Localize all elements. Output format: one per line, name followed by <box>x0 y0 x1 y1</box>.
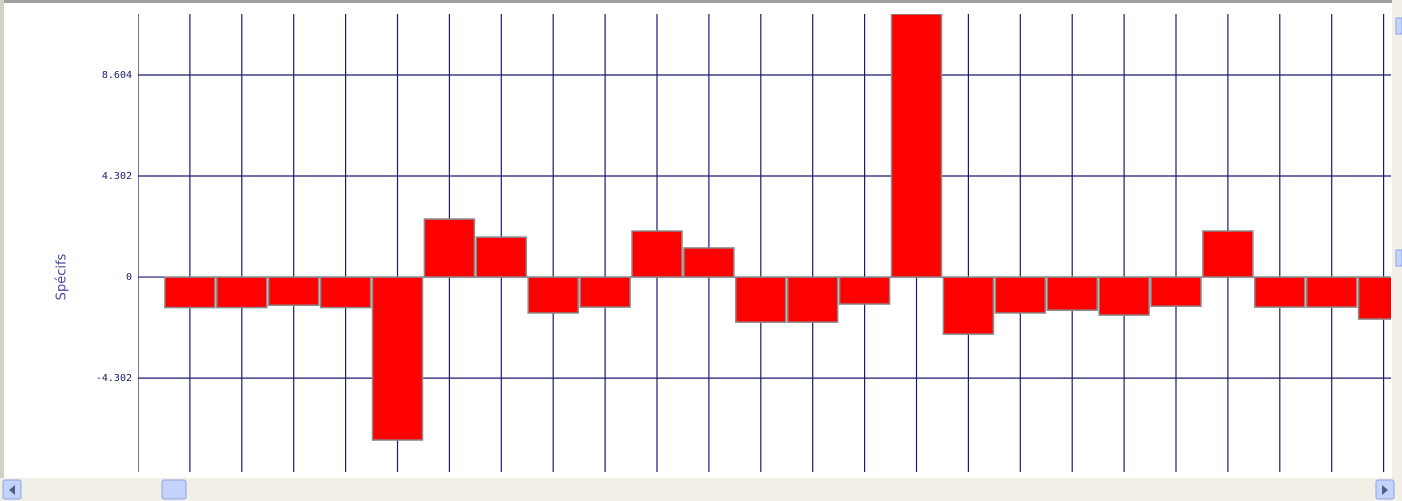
y-axis-title: Spécifs <box>55 253 70 300</box>
right-arrow <box>1382 485 1388 495</box>
bar <box>267 276 320 306</box>
bar <box>631 230 683 278</box>
bar <box>942 276 995 335</box>
bar <box>1202 230 1254 278</box>
left-arrow <box>9 485 15 495</box>
bar <box>164 276 216 309</box>
bar <box>527 276 579 314</box>
left-border <box>0 0 4 478</box>
y-tick-label: 0 <box>126 272 132 283</box>
bar <box>735 276 787 323</box>
top-border <box>0 0 1402 3</box>
bar <box>786 276 839 323</box>
bar <box>1150 276 1202 307</box>
bar <box>838 276 891 305</box>
bar <box>1098 276 1150 316</box>
bar <box>216 276 268 309</box>
bar <box>994 276 1047 314</box>
v-scroll-thumb[interactable] <box>1395 249 1402 267</box>
v-scroll-up[interactable] <box>1395 17 1402 35</box>
y-tick-label: 8.604 <box>102 70 132 81</box>
bar <box>1254 276 1306 308</box>
scroll-thumb[interactable] <box>161 479 187 500</box>
bar <box>319 276 372 309</box>
bar <box>1357 276 1391 320</box>
bar <box>1305 276 1358 308</box>
bar <box>890 14 943 278</box>
h-scrollbar[interactable] <box>0 478 1402 501</box>
bar <box>475 236 528 278</box>
v-scrollbar[interactable] <box>1392 0 1402 478</box>
bar <box>423 218 476 278</box>
bar <box>1046 276 1098 311</box>
bar <box>683 247 735 278</box>
y-tick-label: 4.302 <box>102 171 132 182</box>
bar <box>371 276 424 441</box>
y-tick-label: -4.302 <box>96 373 132 384</box>
plot-area <box>138 14 1391 472</box>
bar <box>579 276 631 308</box>
